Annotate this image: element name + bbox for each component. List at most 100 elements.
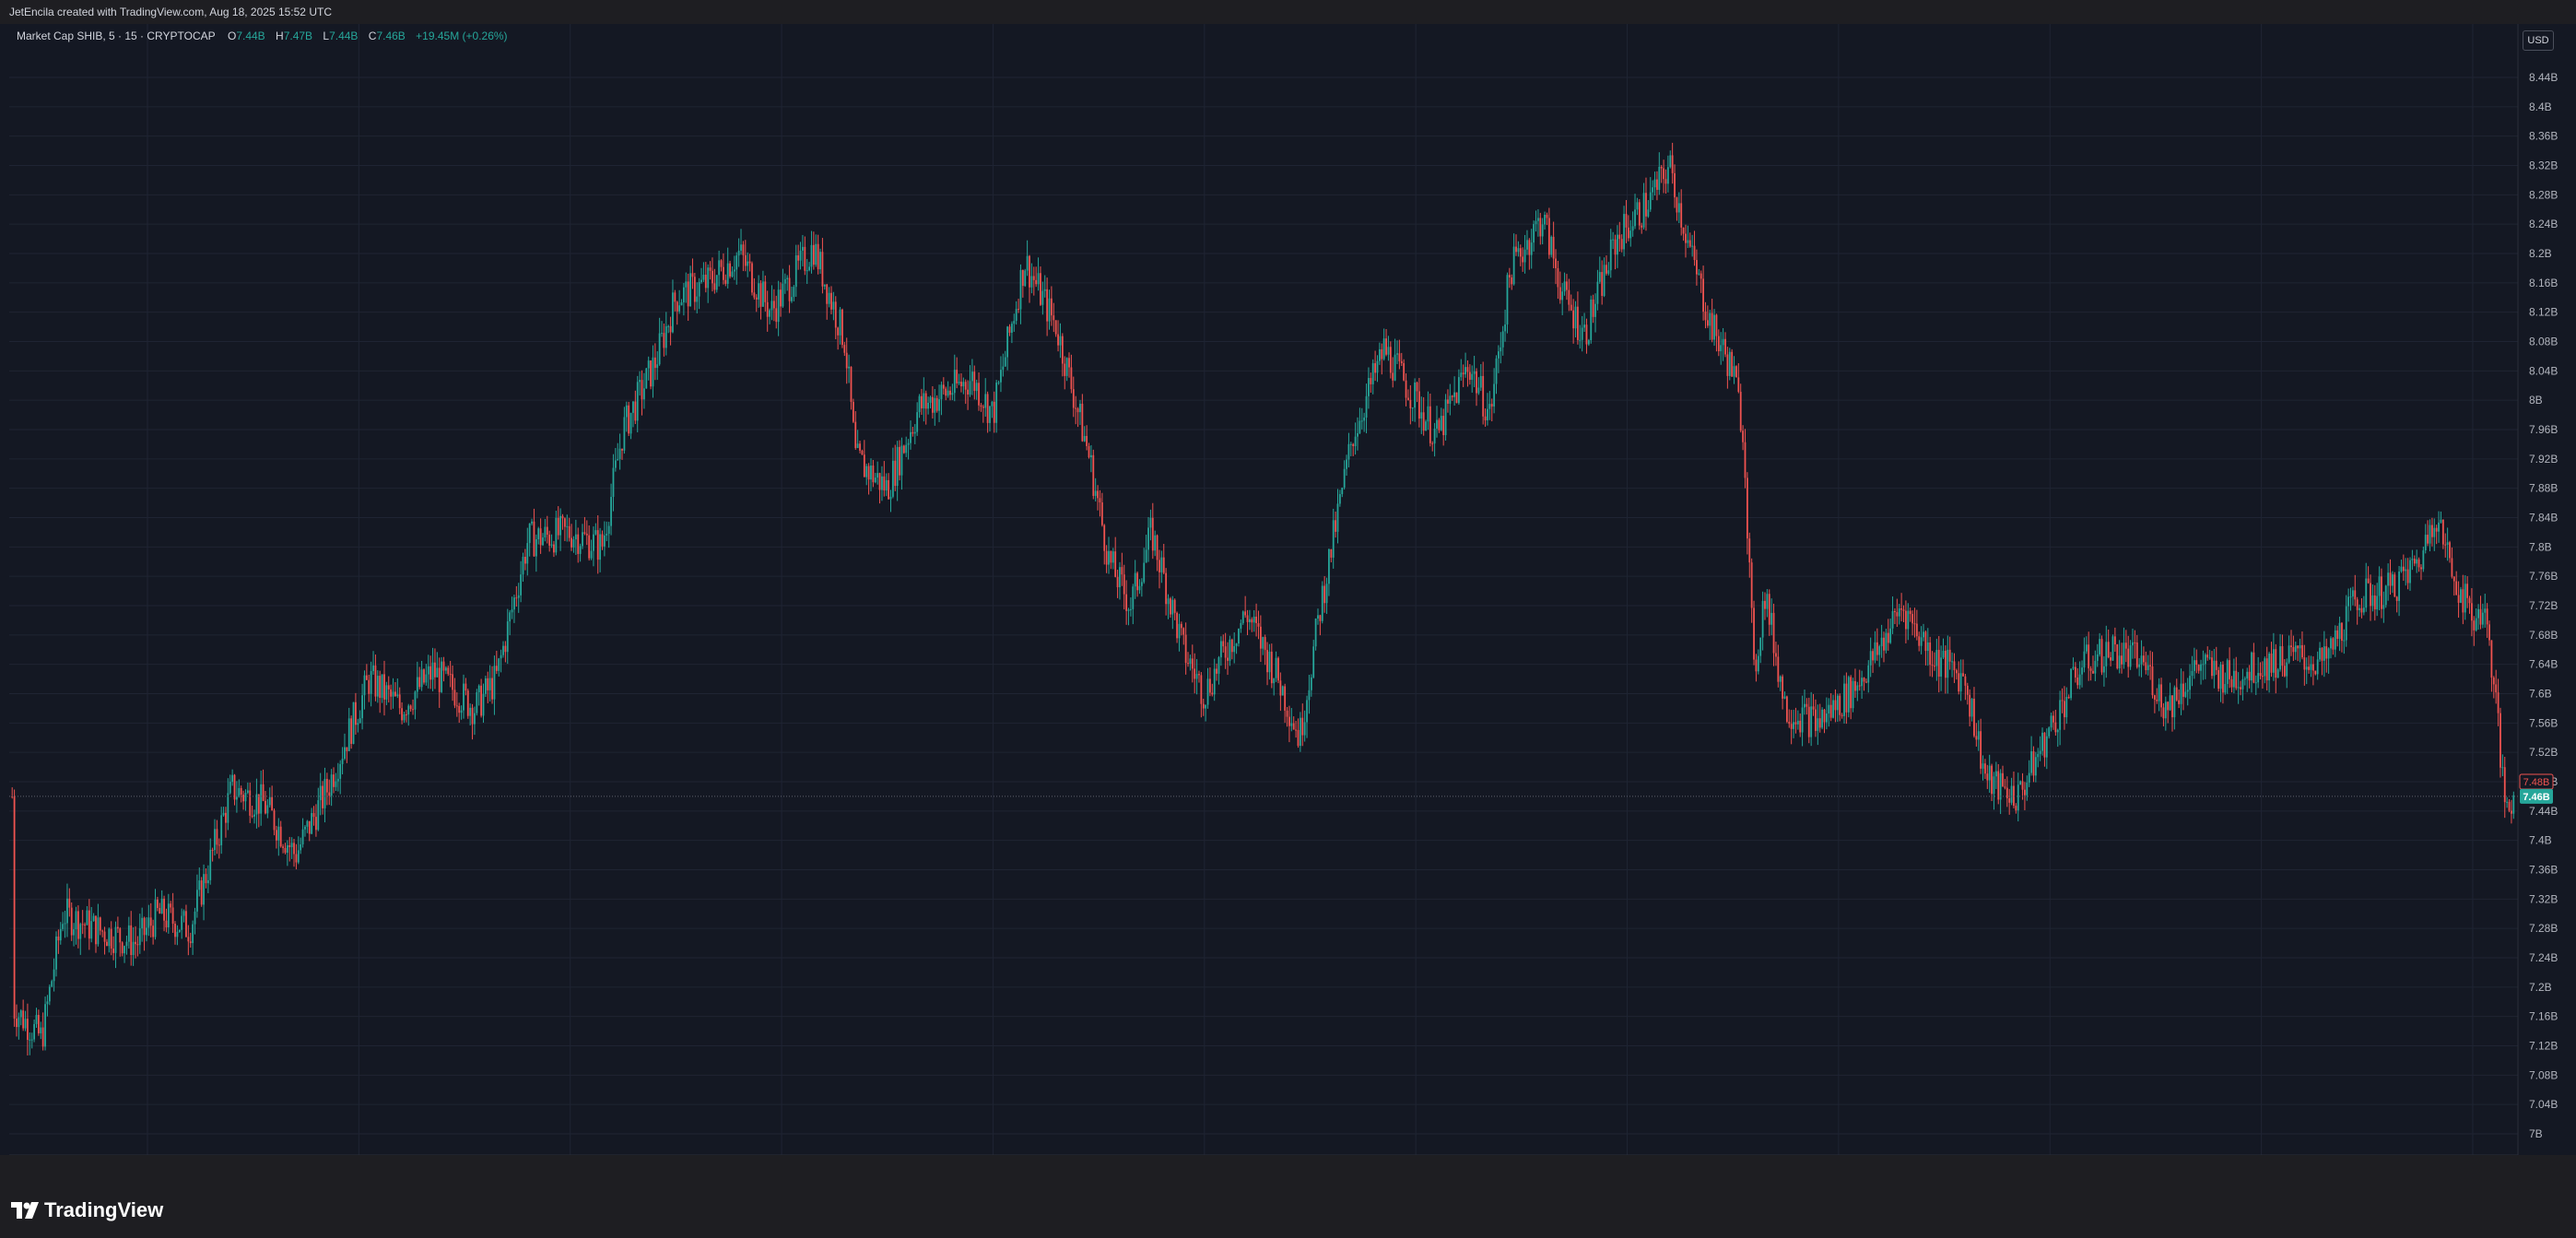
candle[interactable]: [2083, 637, 2086, 673]
candle[interactable]: [2462, 574, 2464, 625]
candle[interactable]: [174, 921, 176, 945]
candle[interactable]: [2099, 632, 2101, 657]
candle[interactable]: [1982, 755, 1984, 781]
candle[interactable]: [1466, 360, 1469, 387]
candle[interactable]: [124, 945, 125, 963]
candle[interactable]: [742, 241, 745, 272]
candle[interactable]: [1341, 487, 1344, 498]
candle[interactable]: [1598, 256, 1601, 284]
candle[interactable]: [2178, 689, 2181, 709]
candle[interactable]: [1782, 674, 1783, 710]
candle[interactable]: [772, 289, 775, 322]
candle[interactable]: [1189, 654, 1192, 671]
candle[interactable]: [1100, 492, 1103, 527]
candle[interactable]: [764, 275, 767, 312]
candle[interactable]: [1631, 211, 1634, 237]
candle[interactable]: [1277, 656, 1279, 684]
symbol-title[interactable]: Market Cap SHIB, 5 · 15 · CRYPTOCAP: [17, 29, 216, 42]
candle[interactable]: [1522, 247, 1524, 272]
candle[interactable]: [1517, 241, 1520, 257]
candle[interactable]: [680, 299, 683, 306]
candle[interactable]: [418, 666, 421, 690]
candle[interactable]: [523, 548, 526, 571]
candle[interactable]: [1566, 274, 1568, 301]
candle[interactable]: [618, 433, 621, 470]
candle[interactable]: [1552, 221, 1555, 268]
candle[interactable]: [2074, 662, 2076, 683]
candle[interactable]: [381, 674, 383, 703]
candle[interactable]: [1839, 693, 1841, 722]
candle[interactable]: [2246, 667, 2249, 692]
candle[interactable]: [300, 837, 302, 855]
candle[interactable]: [1310, 674, 1312, 697]
candle[interactable]: [2376, 583, 2379, 617]
candle[interactable]: [759, 280, 762, 320]
candle[interactable]: [2180, 668, 2182, 715]
candle[interactable]: [2433, 518, 2436, 551]
candle[interactable]: [1991, 763, 1993, 802]
candle[interactable]: [325, 772, 328, 806]
candle[interactable]: [709, 261, 712, 280]
candle[interactable]: [1561, 283, 1564, 315]
candle[interactable]: [537, 526, 540, 545]
candle[interactable]: [18, 1012, 20, 1040]
candle[interactable]: [1845, 672, 1848, 725]
candle[interactable]: [1812, 693, 1815, 716]
candle[interactable]: [607, 522, 610, 548]
candle[interactable]: [900, 437, 903, 490]
candle[interactable]: [1059, 323, 1062, 359]
candle[interactable]: [1336, 489, 1339, 544]
candle[interactable]: [333, 767, 335, 794]
candle[interactable]: [1154, 530, 1157, 557]
candle[interactable]: [1852, 678, 1854, 713]
candle[interactable]: [546, 515, 548, 544]
candle[interactable]: [1396, 340, 1398, 364]
candle[interactable]: [2405, 558, 2407, 586]
candle[interactable]: [1381, 343, 1383, 375]
candle[interactable]: [1378, 342, 1381, 365]
candle[interactable]: [1110, 550, 1112, 570]
candle[interactable]: [1821, 707, 1824, 730]
candle[interactable]: [960, 373, 962, 393]
candle[interactable]: [1942, 638, 1945, 659]
candle[interactable]: [2264, 656, 2266, 684]
candle[interactable]: [301, 818, 304, 848]
candle[interactable]: [2449, 540, 2451, 563]
candle[interactable]: [1482, 361, 1485, 425]
candle[interactable]: [2026, 775, 2029, 801]
candle[interactable]: [2138, 657, 2141, 677]
candle[interactable]: [691, 258, 694, 289]
candle[interactable]: [1677, 192, 1680, 224]
candle[interactable]: [2319, 642, 2321, 662]
candle[interactable]: [1449, 383, 1452, 416]
candle[interactable]: [1099, 489, 1101, 517]
candle[interactable]: [361, 683, 363, 730]
candle[interactable]: [927, 396, 930, 415]
candle[interactable]: [2356, 596, 2358, 625]
candle[interactable]: [2111, 634, 2114, 661]
candle[interactable]: [1706, 305, 1709, 328]
candle[interactable]: [2167, 701, 2170, 724]
candle[interactable]: [2008, 788, 2011, 815]
candle[interactable]: [1017, 299, 1019, 313]
candle[interactable]: [2132, 628, 2134, 659]
candle[interactable]: [1594, 293, 1596, 333]
candle[interactable]: [1332, 508, 1335, 569]
candle[interactable]: [650, 360, 652, 390]
candle[interactable]: [2422, 546, 2425, 572]
candle[interactable]: [1138, 579, 1141, 595]
candle[interactable]: [563, 517, 566, 541]
candle[interactable]: [1581, 315, 1583, 352]
candle[interactable]: [11, 787, 14, 799]
candle[interactable]: [2398, 566, 2400, 617]
candle[interactable]: [962, 377, 965, 395]
candle[interactable]: [1233, 632, 1236, 664]
candle[interactable]: [2508, 798, 2511, 813]
candle[interactable]: [81, 910, 84, 935]
candle[interactable]: [46, 995, 49, 1017]
candle[interactable]: [1934, 652, 1935, 671]
candle[interactable]: [482, 683, 485, 723]
candle[interactable]: [828, 287, 830, 308]
candle[interactable]: [2409, 557, 2411, 591]
candle[interactable]: [463, 674, 465, 719]
